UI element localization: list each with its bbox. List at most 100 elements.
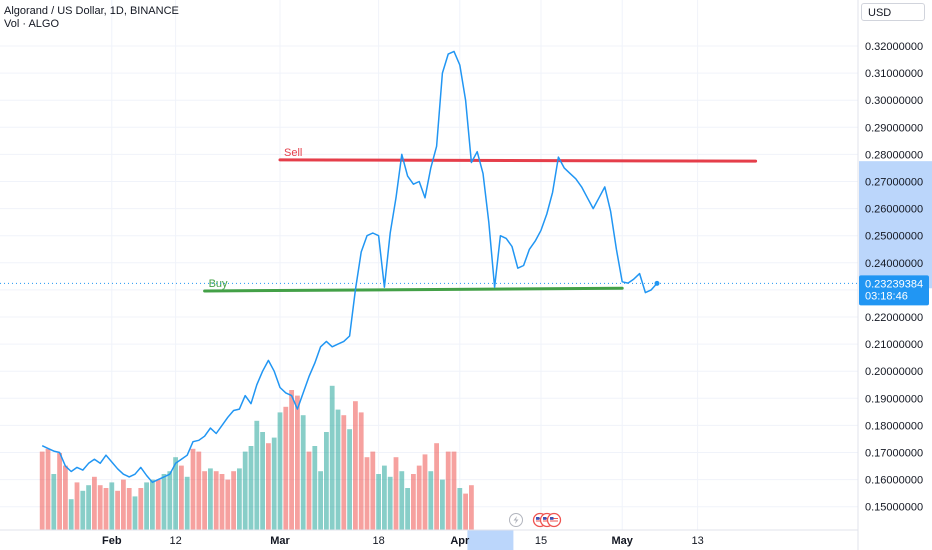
volume-bar xyxy=(341,415,347,530)
time-tick-label: Apr xyxy=(450,535,470,547)
last-price-badge xyxy=(859,275,929,306)
volume-bar xyxy=(364,457,370,530)
time-tick-label: Mar xyxy=(270,535,290,547)
volume-bar xyxy=(161,474,167,530)
price-tick-label: 0.21000000 xyxy=(865,339,923,351)
price-tick-label: 0.20000000 xyxy=(865,366,923,378)
volume-bar xyxy=(126,488,132,530)
volume-bar xyxy=(213,471,219,530)
volume-bar xyxy=(312,446,318,530)
price-tick-label: 0.29000000 xyxy=(865,122,923,134)
sell-label: Sell xyxy=(284,147,302,159)
last-price-value: 0.23239384 xyxy=(865,278,923,290)
volume-bar xyxy=(370,451,376,530)
volume-bar xyxy=(266,443,271,530)
volume-bar xyxy=(469,485,474,530)
price-tick-label: 0.28000000 xyxy=(865,149,923,161)
time-tick-label: 15 xyxy=(535,535,547,547)
lightning-icon[interactable] xyxy=(509,513,523,527)
volume-bar xyxy=(329,385,335,530)
time-tick-label: Feb xyxy=(102,535,122,547)
time-axis[interactable]: Feb 12 Mar 18 Apr 15 May 13 xyxy=(0,529,858,547)
volume-bar xyxy=(80,490,86,530)
volume-bar xyxy=(97,485,103,530)
volume-bar xyxy=(86,485,91,530)
volume-bar xyxy=(295,395,300,530)
volume-bar xyxy=(144,482,149,530)
price-axis[interactable]: 0.15000000 0.16000000 0.17000000 0.18000000… xyxy=(857,0,932,550)
volume-bar xyxy=(422,454,428,530)
price-tick-label: 0.27000000 xyxy=(865,177,923,189)
price-series xyxy=(0,50,858,484)
volume-bar xyxy=(260,432,265,530)
volume-bar xyxy=(196,451,202,530)
volume-bar xyxy=(190,448,196,530)
volume-bar xyxy=(219,474,225,530)
volume-bar xyxy=(393,457,399,530)
price-axis-highlight xyxy=(859,161,932,289)
time-tick-label: 13 xyxy=(691,535,703,547)
time-axis-highlight xyxy=(467,530,514,550)
price-tick-label: 0.25000000 xyxy=(865,231,923,243)
volume-bar xyxy=(416,465,422,530)
volume-bar xyxy=(242,451,248,530)
volume-bar xyxy=(335,409,341,530)
price-tick-label: 0.24000000 xyxy=(865,258,923,270)
volume-bar xyxy=(103,488,109,530)
price-tick-label: 0.22000000 xyxy=(865,312,923,324)
volume-bar xyxy=(68,499,74,530)
volume-bars xyxy=(39,385,474,530)
volume-bar xyxy=(237,468,242,530)
currency-button[interactable]: USD xyxy=(861,3,925,21)
volume-bar xyxy=(179,465,184,530)
volume-bar xyxy=(45,448,51,530)
volume-bar xyxy=(74,482,80,530)
volume-bar xyxy=(248,446,254,530)
price-tick-label: 0.26000000 xyxy=(865,204,923,216)
trendlines[interactable]: Sell Buy xyxy=(203,147,758,293)
volume-bar xyxy=(231,471,236,530)
time-tick-label: 12 xyxy=(169,535,181,547)
price-tick-label: 0.15000000 xyxy=(865,502,923,514)
sell-trendline[interactable] xyxy=(278,158,758,163)
volume-bar xyxy=(457,488,463,530)
us-flag-event-icon[interactable] xyxy=(546,512,562,528)
price-tick-label: 0.18000000 xyxy=(865,420,923,432)
volume-bar xyxy=(353,401,358,530)
volume-bar xyxy=(411,474,416,530)
volume-bar xyxy=(387,476,393,530)
volume-bar xyxy=(405,488,410,530)
volume-bar xyxy=(254,420,260,530)
bar-countdown: 03:18:46 xyxy=(865,290,908,302)
volume-bar xyxy=(184,476,190,530)
price-line xyxy=(41,50,658,484)
volume-bar xyxy=(150,479,155,530)
buy-trendline[interactable] xyxy=(203,286,624,293)
price-tick-label: 0.17000000 xyxy=(865,448,923,460)
volume-bar xyxy=(283,406,289,530)
volume-bar xyxy=(121,479,126,530)
volume-bar xyxy=(225,479,231,530)
volume-bar xyxy=(277,412,283,530)
volume-bar xyxy=(434,443,439,530)
volume-bar xyxy=(399,471,405,530)
volume-bar xyxy=(115,490,120,530)
volume-bar xyxy=(92,476,97,530)
volume-bar xyxy=(445,451,451,530)
volume-bar xyxy=(271,437,277,530)
volume-bar xyxy=(208,468,213,530)
volume-bar xyxy=(289,390,294,530)
price-tick-label: 0.32000000 xyxy=(865,41,923,53)
symbol-title[interactable]: Algorand / US Dollar, 1D, BINANCE xyxy=(4,5,179,17)
volume-bar xyxy=(173,457,178,530)
volume-bar xyxy=(39,451,45,530)
volume-bar xyxy=(358,412,364,530)
volume-bar xyxy=(132,496,138,530)
time-tick-label: 18 xyxy=(372,535,384,547)
event-badges[interactable] xyxy=(509,512,562,528)
volume-bar xyxy=(376,474,381,530)
price-tick-label: 0.31000000 xyxy=(865,68,923,80)
volume-bar xyxy=(451,451,457,530)
volume-bar xyxy=(324,432,329,530)
